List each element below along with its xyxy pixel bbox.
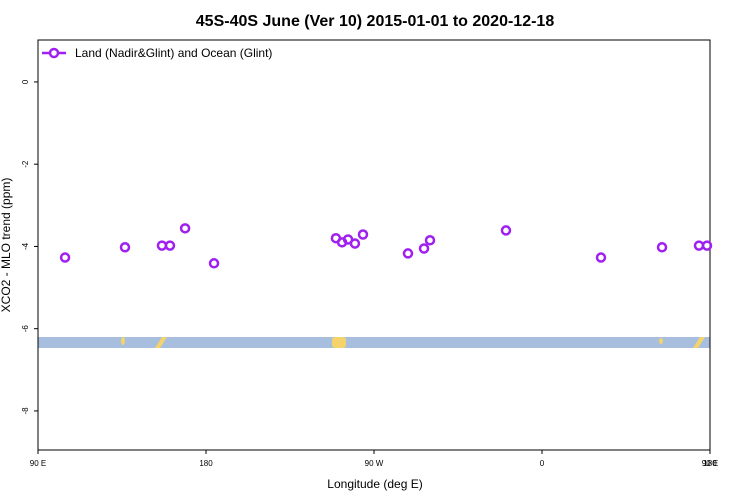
point: [179, 223, 191, 234]
plot-frame: [37, 39, 711, 451]
point: [119, 242, 131, 253]
point: [208, 258, 220, 269]
point: [424, 235, 436, 246]
x-tick-label: 0: [540, 459, 545, 468]
point: [349, 238, 361, 249]
land: [332, 337, 346, 348]
point: [656, 242, 668, 253]
x-tick-label: 180: [703, 459, 717, 468]
land: [659, 338, 663, 344]
point: [595, 252, 607, 263]
map-strip: [38, 337, 710, 348]
y-tick-label: -4: [21, 242, 30, 250]
chart-title: 45S-40S June (Ver 10) 2015-01-01 to 2020…: [196, 13, 555, 30]
land: [693, 337, 705, 348]
ocean-strip: [38, 337, 710, 348]
legend-label: Land (Nadir&Glint) and Ocean (Glint): [75, 46, 272, 60]
point: [500, 225, 512, 236]
land: [155, 337, 167, 348]
x-axis-label: Longitude (deg E): [327, 477, 422, 491]
point: [59, 252, 71, 263]
point: [357, 229, 369, 240]
y-axis-label: XCO2 - MLO trend (ppm): [0, 178, 13, 313]
point: [701, 240, 713, 251]
x-tick-label: 90 E: [30, 459, 46, 468]
point: [402, 248, 414, 259]
y-tick-label: -8: [21, 407, 30, 415]
x-tick-label: 90 W: [365, 459, 384, 468]
x-tick-label: 180: [199, 459, 213, 468]
y-tick-label: -6: [21, 325, 30, 333]
x-tick-label: 90 E: [702, 459, 718, 468]
land: [121, 337, 125, 345]
point: [164, 240, 176, 251]
y-tick-label: 0: [21, 79, 30, 84]
point: [418, 243, 430, 254]
y-tick-label: -2: [21, 160, 30, 168]
legend-marker: [48, 47, 60, 59]
